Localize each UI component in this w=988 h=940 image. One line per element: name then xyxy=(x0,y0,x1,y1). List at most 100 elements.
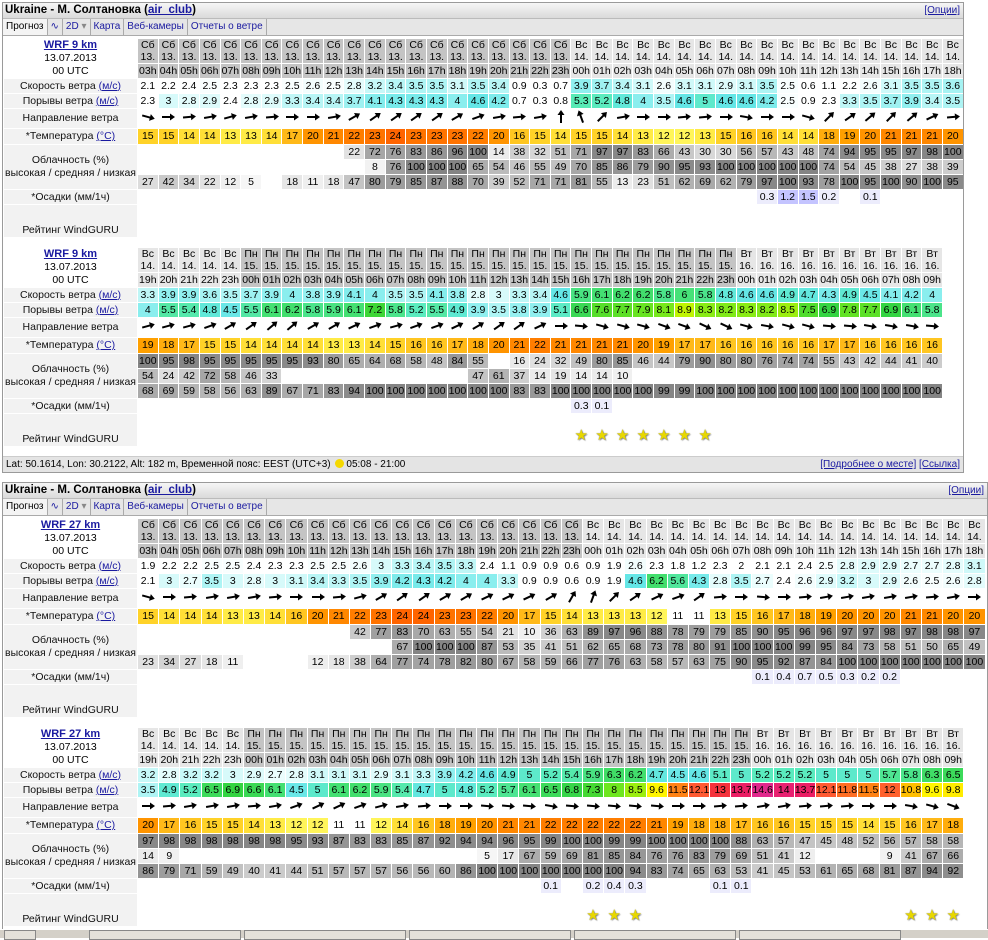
temperature-cell: 17 xyxy=(518,608,541,625)
cloud-mid-cell: 45 xyxy=(859,159,882,175)
tab-forecast[interactable]: Прогноз xyxy=(3,19,48,35)
unit-link[interactable]: (м/с) xyxy=(98,79,121,92)
cloud-mid-cell: 73 xyxy=(857,639,880,655)
taskbar-button[interactable] xyxy=(244,930,406,940)
wind-gust-label: Порывы ветра (м/с) xyxy=(3,782,138,798)
day-date: 13. xyxy=(553,51,568,63)
spot-title: Ukraine - М. Солтановка xyxy=(5,4,141,16)
cloud-mid-cell xyxy=(384,368,407,384)
spot-link[interactable]: air_club xyxy=(147,4,193,16)
rating-label-text: Рейтинг WindGURU xyxy=(22,913,119,925)
unit-link[interactable]: (м/с) xyxy=(95,574,119,587)
cloud-low-cell: 65 xyxy=(687,863,711,879)
unit-link[interactable]: (м/с) xyxy=(98,768,121,781)
hour-cell: 20h xyxy=(666,752,689,768)
day-row: WRF 27 km 13.07.2013 00 UTC Сб 13. Сб 13. Сб 13.… xyxy=(3,518,986,559)
wind-direction-arrow-icon xyxy=(497,588,520,609)
wind-gust-label-text: Порывы ветра xyxy=(22,303,93,316)
tab-webcams[interactable]: Веб-камеры xyxy=(124,19,188,35)
taskbar-button[interactable] xyxy=(739,930,901,940)
day-date: 13. xyxy=(470,51,486,63)
day-cell: Вс 14. xyxy=(221,727,244,753)
model-link[interactable]: WRF 27 km xyxy=(40,519,101,532)
rating-cell xyxy=(221,893,244,927)
unit-link[interactable]: (м/с) xyxy=(95,94,119,107)
model-link[interactable]: WRF 9 km xyxy=(43,39,98,52)
unit-link[interactable]: (м/с) xyxy=(95,783,119,796)
unit-link[interactable]: (°C) xyxy=(96,130,116,142)
permalink-link[interactable]: [Ссылка] xyxy=(919,459,960,470)
rating-cell xyxy=(560,684,583,718)
day-date: 15. xyxy=(367,260,383,272)
wind-speed-row: Скорость ветра (м/с) 3.2 2.8 3.2 3.2 3 2.9 2.7 2… xyxy=(3,767,965,783)
chart-toggle-tab[interactable]: ∿ xyxy=(48,499,63,515)
unit-link[interactable]: (°C) xyxy=(96,339,116,351)
options-link[interactable]: [Опции] xyxy=(924,5,960,16)
wind-gust-label-text: Порывы ветра xyxy=(22,574,93,587)
day-name: Сб xyxy=(450,39,465,52)
cloud-low-cell: 67 xyxy=(497,654,520,670)
hour-cell: 11h xyxy=(814,543,838,559)
temperature-cell: 22 xyxy=(624,817,647,834)
day-name: Вс xyxy=(819,519,833,532)
model-link[interactable]: WRF 9 km xyxy=(43,248,98,261)
spot-link[interactable]: air_club xyxy=(147,484,193,496)
unit-link[interactable]: (°C) xyxy=(96,610,116,622)
wind-direction-arrow-icon xyxy=(942,797,965,818)
wind-direction-arrow-icon xyxy=(611,108,634,129)
cloud-mid-cell xyxy=(412,848,435,864)
day-cell: Вс 14. xyxy=(137,247,159,273)
quick-launch[interactable] xyxy=(4,930,36,940)
taskbar-button[interactable] xyxy=(89,930,241,940)
cloud-label-text: Облачность (%) xyxy=(31,843,110,855)
taskbar-button[interactable] xyxy=(409,930,571,940)
precipitation-cell xyxy=(446,398,469,414)
tab-webcams[interactable]: Веб-камеры xyxy=(124,499,188,515)
wind-speed-cell: 4.9 xyxy=(776,287,799,303)
cloud-high-cell: 79 xyxy=(673,353,696,369)
chart-toggle-tab[interactable]: ∿ xyxy=(48,19,63,35)
wind-gust-cell: 2.9 xyxy=(878,573,901,589)
options-link[interactable]: [Опции] xyxy=(948,485,984,496)
wind-gust-cell: 3.3 xyxy=(497,573,520,589)
cloud-high-row: Облачность (%) высокая / средняя / низкая… xyxy=(3,144,963,190)
cloud-high-cell: 55 xyxy=(454,624,478,640)
precipitation-cell xyxy=(178,189,200,205)
unit-link[interactable]: (м/с) xyxy=(98,559,121,572)
day-date: 15. xyxy=(585,740,601,752)
hour-cell: 23h xyxy=(714,272,737,288)
unit-link[interactable]: (°C) xyxy=(96,819,116,831)
wind-direction-arrow-icon xyxy=(242,588,266,609)
hour-cell: 02h xyxy=(793,752,817,768)
model-link[interactable]: WRF 27 km xyxy=(40,728,101,741)
temperature-label: *Температура (°C) xyxy=(3,817,138,834)
tab-forecast[interactable]: Прогноз xyxy=(3,499,48,515)
tab-map[interactable]: Карта xyxy=(91,499,125,515)
tab-2d[interactable]: 2D ▾ xyxy=(63,19,91,35)
unit-link[interactable]: (м/с) xyxy=(98,288,121,301)
cloud-high-cell: 97 xyxy=(836,624,859,640)
day-date: 14. xyxy=(862,51,878,63)
cloud-low-cell: 56 xyxy=(391,863,414,879)
hour-cell: 09h xyxy=(433,752,456,768)
model-info: WRF 27 km 13.07.2013 00 UTC xyxy=(3,518,138,559)
wind-direction-arrow-icon xyxy=(487,317,510,338)
day-cell: Пн 15. xyxy=(632,247,655,273)
wind-direction-arrow-icon xyxy=(221,797,244,818)
taskbar-button[interactable] xyxy=(574,930,736,940)
cloud-low-cell: 100 xyxy=(776,174,799,190)
tab-wind-reports[interactable]: Отчеты о ветре xyxy=(188,19,267,35)
cloud-high-row: Облачность (%) высокая / средняя / низкая… xyxy=(3,353,943,399)
wind-direction-arrow-icon xyxy=(900,108,923,129)
temperature-cell: 16 xyxy=(921,337,943,354)
temperature-cell: 15 xyxy=(136,608,160,625)
tab-2d[interactable]: 2D ▾ xyxy=(63,499,91,515)
unit-link[interactable]: (м/с) xyxy=(95,303,119,316)
wind-gust-cell: 3.9 xyxy=(900,93,923,109)
hour-cell: 17h xyxy=(603,752,626,768)
tab-map[interactable]: Карта xyxy=(91,19,125,35)
rating-cell xyxy=(221,684,244,718)
more-about-place-link[interactable]: [Подробнее о месте] xyxy=(820,459,917,470)
tab-wind-reports[interactable]: Отчеты о ветре xyxy=(188,499,267,515)
cloud-mid-cell: 38 xyxy=(921,159,943,175)
